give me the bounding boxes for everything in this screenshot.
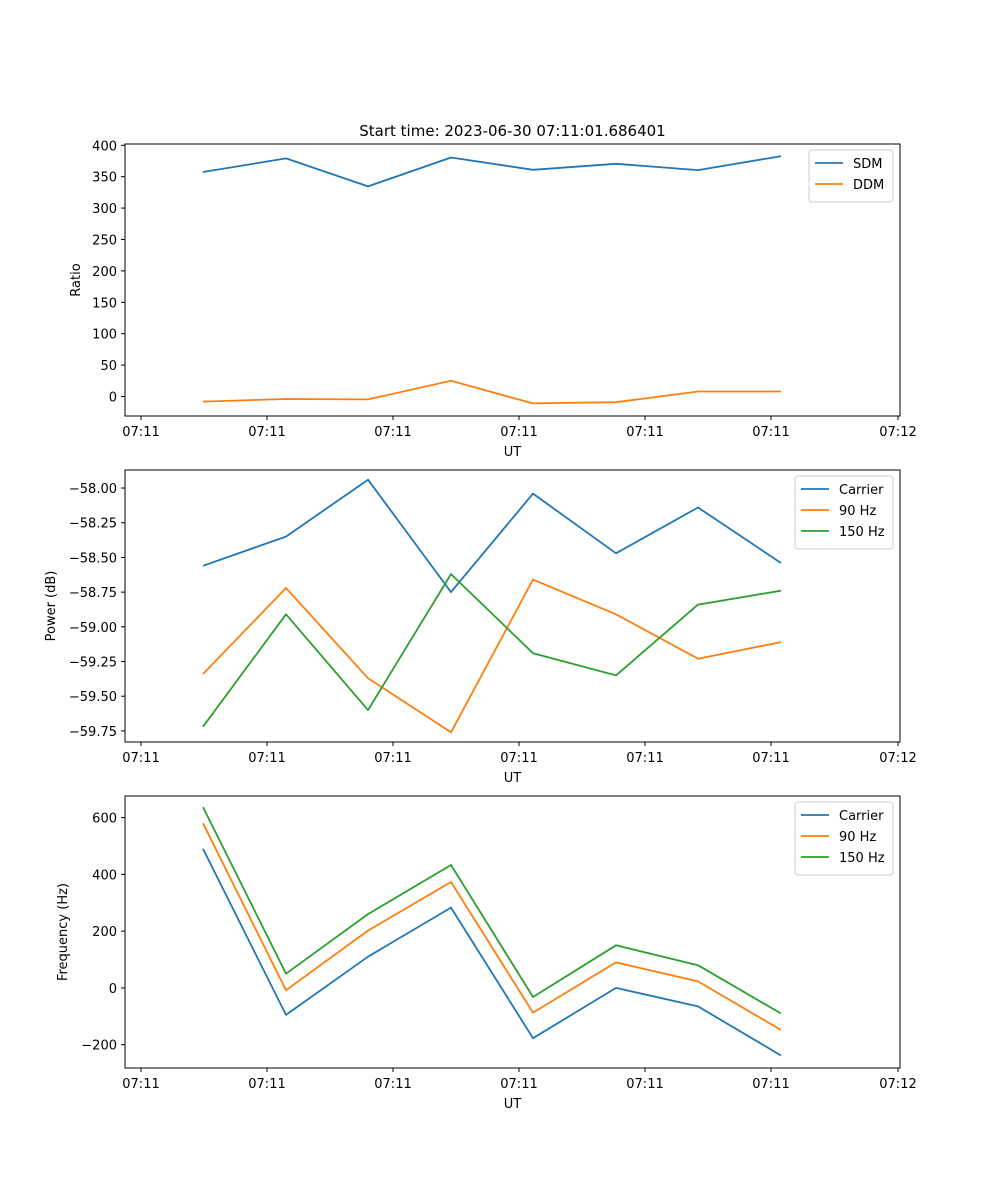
y-axis-label: Frequency (Hz)	[56, 883, 71, 981]
axes-frame	[124, 469, 901, 743]
x-tick-label: 07:12	[879, 1077, 916, 1092]
x-tick-label: 07:11	[248, 751, 285, 766]
y-tick-label: 200	[92, 265, 117, 280]
y-axis-label: Power (dB)	[44, 571, 59, 642]
legend-label-carrier: Carrier	[839, 483, 884, 498]
y-tick-label: −58.00	[69, 482, 117, 497]
y-tick-label: 50	[100, 359, 117, 374]
y-tick-label: 350	[92, 171, 117, 186]
y-tick-label: −58.50	[69, 551, 117, 566]
x-tick-label: 07:11	[248, 1077, 285, 1092]
legend-label-90-hz: 90 Hz	[839, 830, 876, 845]
y-tick-label: 200	[92, 925, 117, 940]
legend-label-ddm: DDM	[853, 178, 884, 193]
x-tick-label: 07:11	[752, 751, 789, 766]
x-axis-label: UT	[504, 771, 522, 786]
x-tick-label: 07:11	[626, 425, 663, 440]
y-tick-label: 0	[109, 982, 117, 997]
legend-label-sdm: SDM	[853, 157, 882, 172]
x-tick-label: 07:11	[374, 425, 411, 440]
series-line-sdm	[202, 155, 782, 188]
y-tick-label: −58.25	[69, 517, 117, 532]
legend-label-carrier: Carrier	[839, 809, 884, 824]
x-tick-label: 07:11	[752, 425, 789, 440]
axes-frame	[124, 143, 901, 417]
x-axis-label: UT	[504, 445, 522, 460]
y-tick-label: 0	[109, 391, 117, 406]
chart-panel-3: 07:11 07:11 07:11 07:11 07:11 07:11 07:12 −200 0…	[56, 795, 917, 1112]
x-tick-label: 07:11	[752, 1077, 789, 1092]
x-axis-label: UT	[504, 1097, 522, 1112]
y-tick-label: 400	[92, 868, 117, 883]
y-tick-label: −59.75	[69, 725, 117, 740]
y-tick-label: 300	[92, 202, 117, 217]
y-tick-label: −59.00	[69, 621, 117, 636]
x-tick-label: 07:11	[374, 1077, 411, 1092]
x-tick-label: 07:11	[374, 751, 411, 766]
x-tick-label: 07:11	[626, 1077, 663, 1092]
series-line-90-hz	[202, 578, 782, 734]
x-tick-label: 07:11	[122, 751, 159, 766]
axes-frame	[124, 795, 901, 1069]
series-line-150-hz	[202, 573, 782, 728]
x-tick-label: 07:11	[248, 425, 285, 440]
y-tick-label: 400	[92, 139, 117, 154]
y-tick-label: 250	[92, 233, 117, 248]
figure-title: Start time: 2023-06-30 07:11:01.686401	[359, 122, 665, 140]
x-tick-label: 07:12	[879, 751, 916, 766]
panels: 07:11 07:11 07:11 07:11 07:11 07:11 07:12 0 50 10…	[44, 139, 917, 1112]
series-line-90-hz	[202, 822, 782, 1031]
chart-panel-1: 07:11 07:11 07:11 07:11 07:11 07:11 07:12 0 50 10…	[69, 139, 917, 460]
y-tick-label: −58.75	[69, 586, 117, 601]
legend-label-90-hz: 90 Hz	[839, 504, 876, 519]
y-tick-label: 100	[92, 328, 117, 343]
legend-label-150-hz: 150 Hz	[839, 525, 885, 540]
y-tick-label: 150	[92, 296, 117, 311]
series-line-carrier	[202, 848, 782, 1057]
y-tick-label: 600	[92, 812, 117, 827]
series-line-ddm	[202, 379, 781, 405]
y-tick-label: −59.50	[69, 690, 117, 705]
series-line-150-hz	[202, 806, 782, 1015]
series-line-carrier	[202, 478, 782, 593]
y-axis-label: Ratio	[69, 263, 84, 296]
x-tick-label: 07:11	[500, 425, 537, 440]
chart-panel-2: 07:11 07:11 07:11 07:11 07:11 07:11 07:12 −59.7…	[44, 469, 917, 786]
x-tick-label: 07:11	[500, 751, 537, 766]
x-tick-label: 07:11	[122, 1077, 159, 1092]
x-tick-label: 07:12	[879, 425, 916, 440]
x-tick-label: 07:11	[122, 425, 159, 440]
y-tick-label: −200	[81, 1039, 117, 1054]
y-tick-label: −59.25	[69, 656, 117, 671]
x-tick-label: 07:11	[500, 1077, 537, 1092]
x-tick-label: 07:11	[626, 751, 663, 766]
legend-label-150-hz: 150 Hz	[839, 851, 885, 866]
